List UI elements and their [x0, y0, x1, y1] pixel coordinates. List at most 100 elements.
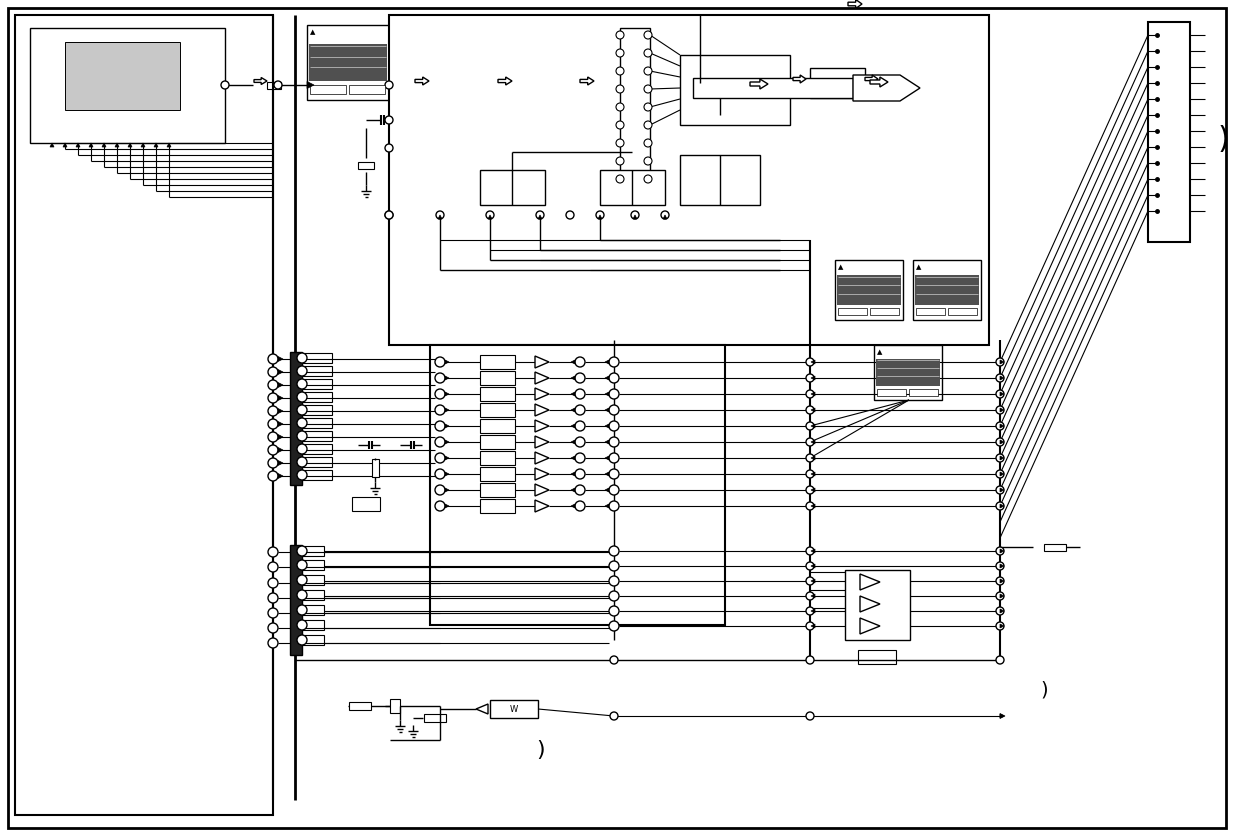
Circle shape: [268, 547, 278, 557]
Circle shape: [385, 81, 392, 89]
Circle shape: [996, 374, 1004, 382]
Polygon shape: [102, 143, 106, 147]
Polygon shape: [848, 0, 863, 8]
Polygon shape: [605, 408, 610, 412]
Text: W: W: [510, 705, 518, 713]
Circle shape: [644, 121, 652, 129]
Circle shape: [806, 454, 814, 462]
Circle shape: [644, 85, 652, 93]
Polygon shape: [278, 356, 283, 361]
Circle shape: [610, 405, 619, 415]
Circle shape: [996, 470, 1004, 478]
Polygon shape: [793, 75, 806, 83]
Circle shape: [806, 422, 814, 430]
Circle shape: [436, 485, 445, 495]
Circle shape: [644, 49, 652, 57]
Polygon shape: [1000, 714, 1004, 718]
Polygon shape: [1000, 504, 1004, 508]
Polygon shape: [605, 440, 610, 444]
Bar: [680, 55, 790, 125]
Bar: [65, 42, 180, 110]
Polygon shape: [811, 609, 814, 613]
Polygon shape: [663, 215, 668, 219]
Circle shape: [610, 591, 619, 601]
Circle shape: [806, 502, 814, 510]
Circle shape: [297, 418, 307, 428]
Polygon shape: [605, 376, 610, 380]
Circle shape: [297, 546, 307, 556]
Circle shape: [297, 575, 307, 585]
Bar: [680, 155, 760, 205]
Polygon shape: [77, 143, 80, 147]
Circle shape: [596, 211, 603, 219]
Circle shape: [268, 419, 278, 429]
Polygon shape: [1000, 408, 1004, 412]
Circle shape: [610, 373, 619, 383]
Polygon shape: [278, 447, 283, 452]
Circle shape: [610, 421, 619, 431]
Circle shape: [806, 622, 814, 630]
Text: ): ): [1218, 125, 1230, 155]
Polygon shape: [860, 618, 880, 634]
Polygon shape: [605, 488, 610, 492]
Polygon shape: [860, 574, 880, 590]
Polygon shape: [278, 435, 283, 440]
Bar: [480, 403, 515, 417]
Circle shape: [644, 175, 652, 183]
Text: ▲: ▲: [310, 29, 316, 35]
Bar: [302, 575, 325, 585]
Circle shape: [644, 31, 652, 39]
Bar: [480, 371, 515, 385]
Polygon shape: [538, 215, 542, 219]
Circle shape: [806, 486, 814, 494]
Polygon shape: [571, 408, 575, 412]
Bar: [358, 161, 374, 169]
Bar: [480, 451, 515, 465]
Polygon shape: [571, 440, 575, 444]
Polygon shape: [415, 77, 429, 85]
Circle shape: [385, 211, 392, 219]
Circle shape: [610, 469, 619, 479]
Circle shape: [268, 578, 278, 588]
Polygon shape: [141, 143, 146, 147]
Circle shape: [996, 486, 1004, 494]
Bar: [30, 28, 225, 143]
Circle shape: [297, 366, 307, 376]
Circle shape: [610, 437, 619, 447]
Polygon shape: [1000, 424, 1004, 428]
Bar: [352, 497, 380, 511]
Circle shape: [644, 67, 652, 75]
Circle shape: [436, 437, 445, 447]
Polygon shape: [1000, 440, 1004, 444]
Polygon shape: [1000, 392, 1004, 396]
Bar: [302, 379, 332, 389]
Polygon shape: [811, 549, 814, 553]
Polygon shape: [605, 504, 610, 508]
Circle shape: [297, 560, 307, 570]
Polygon shape: [445, 360, 449, 364]
Polygon shape: [633, 215, 637, 219]
Bar: [429, 76, 484, 94]
Circle shape: [616, 139, 624, 147]
Bar: [870, 308, 900, 315]
Polygon shape: [536, 500, 549, 512]
Polygon shape: [445, 408, 449, 412]
Polygon shape: [445, 472, 449, 476]
Polygon shape: [278, 421, 283, 426]
Bar: [302, 405, 332, 415]
Circle shape: [610, 576, 619, 586]
Bar: [290, 352, 302, 485]
Circle shape: [996, 562, 1004, 570]
Polygon shape: [445, 440, 449, 444]
Bar: [845, 570, 909, 640]
Polygon shape: [571, 504, 575, 508]
Circle shape: [436, 211, 444, 219]
Polygon shape: [278, 473, 283, 478]
Polygon shape: [499, 77, 512, 85]
Bar: [389, 113, 441, 128]
Circle shape: [268, 393, 278, 403]
Bar: [512, 76, 566, 94]
Polygon shape: [1000, 360, 1004, 364]
Circle shape: [436, 469, 445, 479]
Bar: [302, 635, 325, 645]
